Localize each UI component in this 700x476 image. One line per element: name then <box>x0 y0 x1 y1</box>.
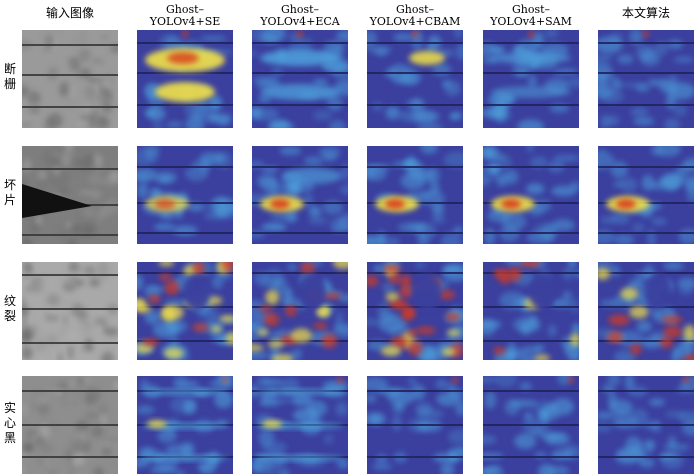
heatmap-canvas <box>252 30 348 128</box>
column-header-line: 输入图像 <box>45 6 94 20</box>
heatmap-canvas <box>483 30 579 128</box>
row-label-char: 心 <box>3 415 16 430</box>
row-label-2: 坏片 <box>0 178 20 208</box>
heatmap-image <box>483 262 579 360</box>
heatmap-canvas <box>367 262 463 360</box>
input-image-canvas <box>22 262 118 360</box>
heatmap-canvas <box>137 262 233 360</box>
row-label-char: 坏 <box>3 178 16 192</box>
heatmap-image <box>598 376 694 474</box>
heatmap-image <box>483 146 579 244</box>
heatmap-image <box>252 376 348 474</box>
row-label-char: 黑 <box>3 430 16 445</box>
column-header-line: Ghost– <box>165 3 205 16</box>
row-label-char: 实 <box>3 400 16 415</box>
heatmap-canvas <box>367 30 463 128</box>
heatmap-image <box>598 262 694 360</box>
heatmap-canvas <box>598 30 694 128</box>
heatmap-canvas <box>367 376 463 474</box>
heatmap-canvas <box>598 376 694 474</box>
heatmap-image <box>137 262 233 360</box>
column-header-line: Ghost– <box>511 3 551 16</box>
column-header-line: Ghost– <box>280 3 320 16</box>
heatmap-canvas <box>598 262 694 360</box>
heatmap-image <box>483 376 579 474</box>
heatmap-canvas <box>483 262 579 360</box>
column-header-6: 本文算法 <box>594 4 698 26</box>
heatmap-canvas <box>598 146 694 244</box>
column-header-4: Ghost– YOLOv4+CBAM <box>363 3 467 28</box>
heatmap-image <box>483 30 579 128</box>
input-image <box>22 262 118 360</box>
input-image <box>22 30 118 128</box>
column-header-1: 输入图像 <box>18 4 122 26</box>
row-label-1: 断栅 <box>0 62 20 92</box>
row-label-char: 纹 <box>3 294 16 308</box>
heatmap-canvas <box>137 146 233 244</box>
column-header-line: YOLOv4+SAM <box>490 15 572 28</box>
row-label-char: 片 <box>3 193 16 207</box>
row-label-4: 实心黑 <box>0 401 20 446</box>
input-image-canvas <box>22 376 118 474</box>
row-label-3: 纹裂 <box>0 294 20 324</box>
row-label-char: 裂 <box>3 309 16 323</box>
heatmap-canvas <box>137 30 233 128</box>
heatmap-image <box>137 146 233 244</box>
column-header-line: 本文算法 <box>621 6 670 20</box>
heatmap-image <box>137 376 233 474</box>
heatmap-canvas <box>367 146 463 244</box>
column-header-2: Ghost– YOLOv4+SE <box>133 3 237 28</box>
heatmap-image <box>137 30 233 128</box>
column-header-line: Ghost– <box>395 3 435 16</box>
heatmap-image <box>367 262 463 360</box>
heatmap-canvas <box>252 376 348 474</box>
column-header-5: Ghost– YOLOv4+SAM <box>479 3 583 28</box>
heatmap-image <box>252 30 348 128</box>
heatmap-canvas <box>252 262 348 360</box>
heatmap-image <box>367 30 463 128</box>
input-image-canvas <box>22 146 118 244</box>
heatmap-canvas <box>252 146 348 244</box>
input-image <box>22 376 118 474</box>
heatmap-image <box>598 146 694 244</box>
heatmap-image <box>367 376 463 474</box>
input-image <box>22 146 118 244</box>
column-header-3: Ghost– YOLOv4+ECA <box>248 3 352 28</box>
column-header-line: YOLOv4+ECA <box>260 15 340 28</box>
heatmap-canvas <box>483 146 579 244</box>
row-label-char: 栅 <box>3 77 16 91</box>
column-header-line: YOLOv4+SE <box>149 15 221 28</box>
heatmap-image <box>598 30 694 128</box>
input-image-canvas <box>22 30 118 128</box>
heatmap-canvas <box>137 376 233 474</box>
row-label-char: 断 <box>3 62 16 76</box>
heatmap-image <box>252 146 348 244</box>
heatmap-canvas <box>483 376 579 474</box>
column-header-line: YOLOv4+CBAM <box>369 15 461 28</box>
heatmap-image <box>367 146 463 244</box>
heatmap-image <box>252 262 348 360</box>
